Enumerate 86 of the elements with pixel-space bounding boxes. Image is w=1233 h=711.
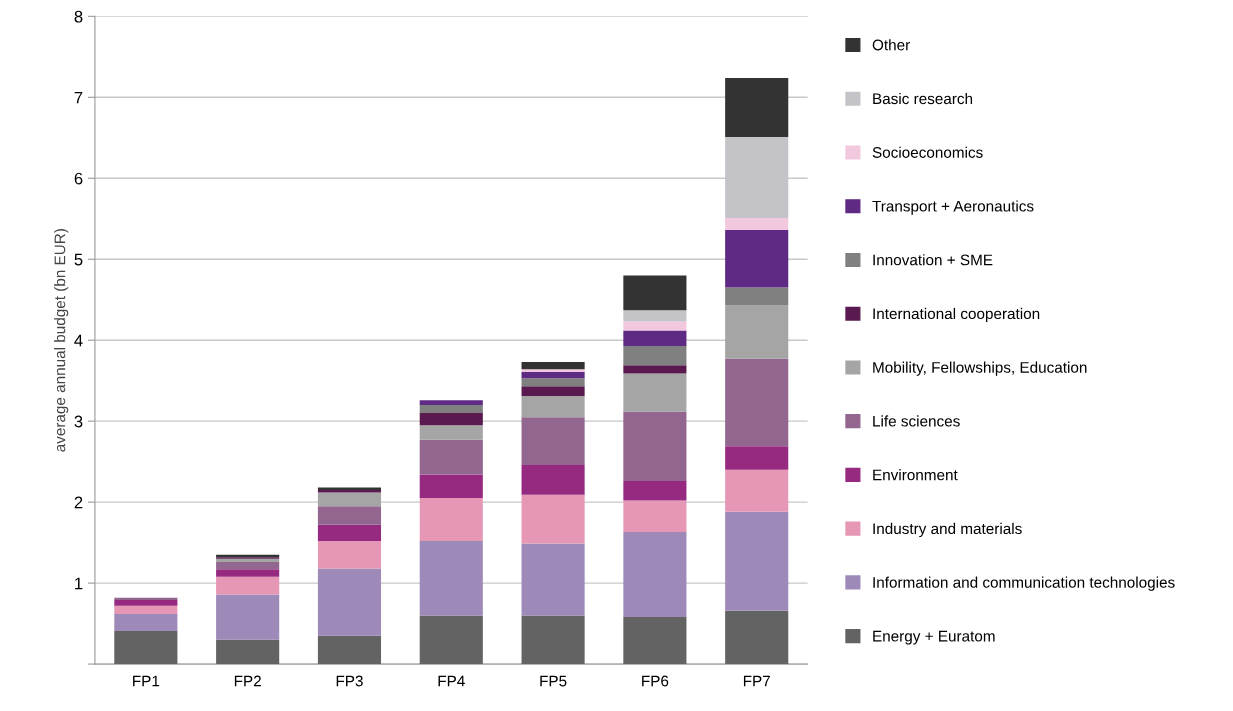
bar: [725, 230, 789, 288]
bar: [419, 498, 483, 542]
y-tick-label: 1: [75, 577, 83, 590]
bar: [317, 524, 382, 542]
legend-label: International cooperation: [873, 307, 1040, 323]
bar: [623, 321, 687, 331]
bar: [419, 425, 483, 440]
bar: [623, 330, 687, 346]
bar: [216, 639, 280, 665]
bar: [521, 615, 585, 665]
bar: [216, 569, 280, 577]
bar: [317, 492, 382, 507]
bar: [521, 362, 585, 370]
bar: [114, 600, 178, 606]
legend-label: Socioeconomics: [872, 146, 983, 158]
legend-label: Information and communication technologies: [873, 576, 1175, 591]
legend-label: Environment: [873, 469, 958, 481]
bar: [725, 511, 789, 611]
y-tick-label: 4: [74, 334, 83, 347]
bar: [114, 613, 178, 631]
legend-label: Industry and materials: [873, 522, 1022, 538]
bar: [623, 373, 687, 412]
bar: [419, 474, 483, 499]
bar: [623, 365, 687, 374]
x-tick-label: FP7: [743, 675, 770, 687]
bar: [216, 562, 280, 570]
bar: [419, 413, 483, 426]
y-tick-label: 2: [74, 496, 83, 509]
bar: [725, 469, 789, 512]
bar: [216, 576, 280, 595]
bar: [114, 630, 178, 665]
bar: [725, 358, 789, 447]
bar: [419, 400, 483, 405]
legend-label: Energy + Euratom: [873, 630, 995, 645]
legend-label: Mobility, Fellowships, Education: [873, 361, 1087, 376]
y-tick-label: 3: [74, 415, 83, 428]
bar: [419, 404, 483, 414]
bar: [419, 439, 483, 475]
bar: [216, 594, 280, 640]
bar: [725, 217, 789, 231]
bar: [317, 506, 382, 525]
bar: [725, 287, 789, 306]
bar: [317, 568, 382, 636]
y-tick-label: 8: [74, 10, 83, 23]
x-tick-label: FP3: [336, 675, 363, 687]
bar: [725, 305, 789, 359]
x-tick-label: FP4: [438, 675, 465, 687]
bar: [317, 635, 382, 665]
x-tick-label: FP1: [133, 675, 160, 687]
bar: [725, 610, 789, 665]
legend-label: Transport + Aeronautics: [872, 200, 1034, 215]
bar: [317, 541, 382, 569]
y-tick-label: 7: [74, 91, 83, 104]
bar: [521, 464, 585, 495]
bar: [725, 77, 789, 137]
legend-label: Life sciences: [873, 415, 960, 427]
bar: [521, 386, 585, 397]
bar: [623, 500, 687, 533]
bar: [521, 417, 585, 465]
legend-label: Basic research: [873, 92, 973, 105]
legend-label: Other: [872, 39, 910, 51]
bar: [114, 605, 178, 614]
bar: [623, 310, 687, 322]
bar: [521, 494, 585, 544]
y-tick-label: 5: [74, 253, 83, 266]
bar: [216, 558, 280, 563]
bar: [419, 541, 483, 616]
legend-label: Innovation + SME: [873, 254, 993, 266]
bar: [623, 275, 687, 311]
bar: [521, 369, 585, 372]
bar: [521, 543, 585, 616]
bar: [623, 617, 687, 665]
bar: [521, 396, 585, 418]
x-tick-label: FP5: [540, 675, 567, 687]
bar: [623, 481, 687, 501]
x-tick-label: FP6: [642, 675, 669, 687]
bar: [623, 345, 687, 366]
bar: [521, 371, 585, 379]
y-axis-title: average annual budget (bn EUR): [54, 229, 69, 452]
y-tick-label: 6: [74, 172, 83, 185]
bar: [521, 378, 585, 387]
bar: [419, 615, 483, 665]
x-tick-label: FP2: [234, 675, 261, 687]
bar: [623, 411, 687, 482]
bar: [623, 532, 687, 618]
bar: [725, 446, 789, 470]
